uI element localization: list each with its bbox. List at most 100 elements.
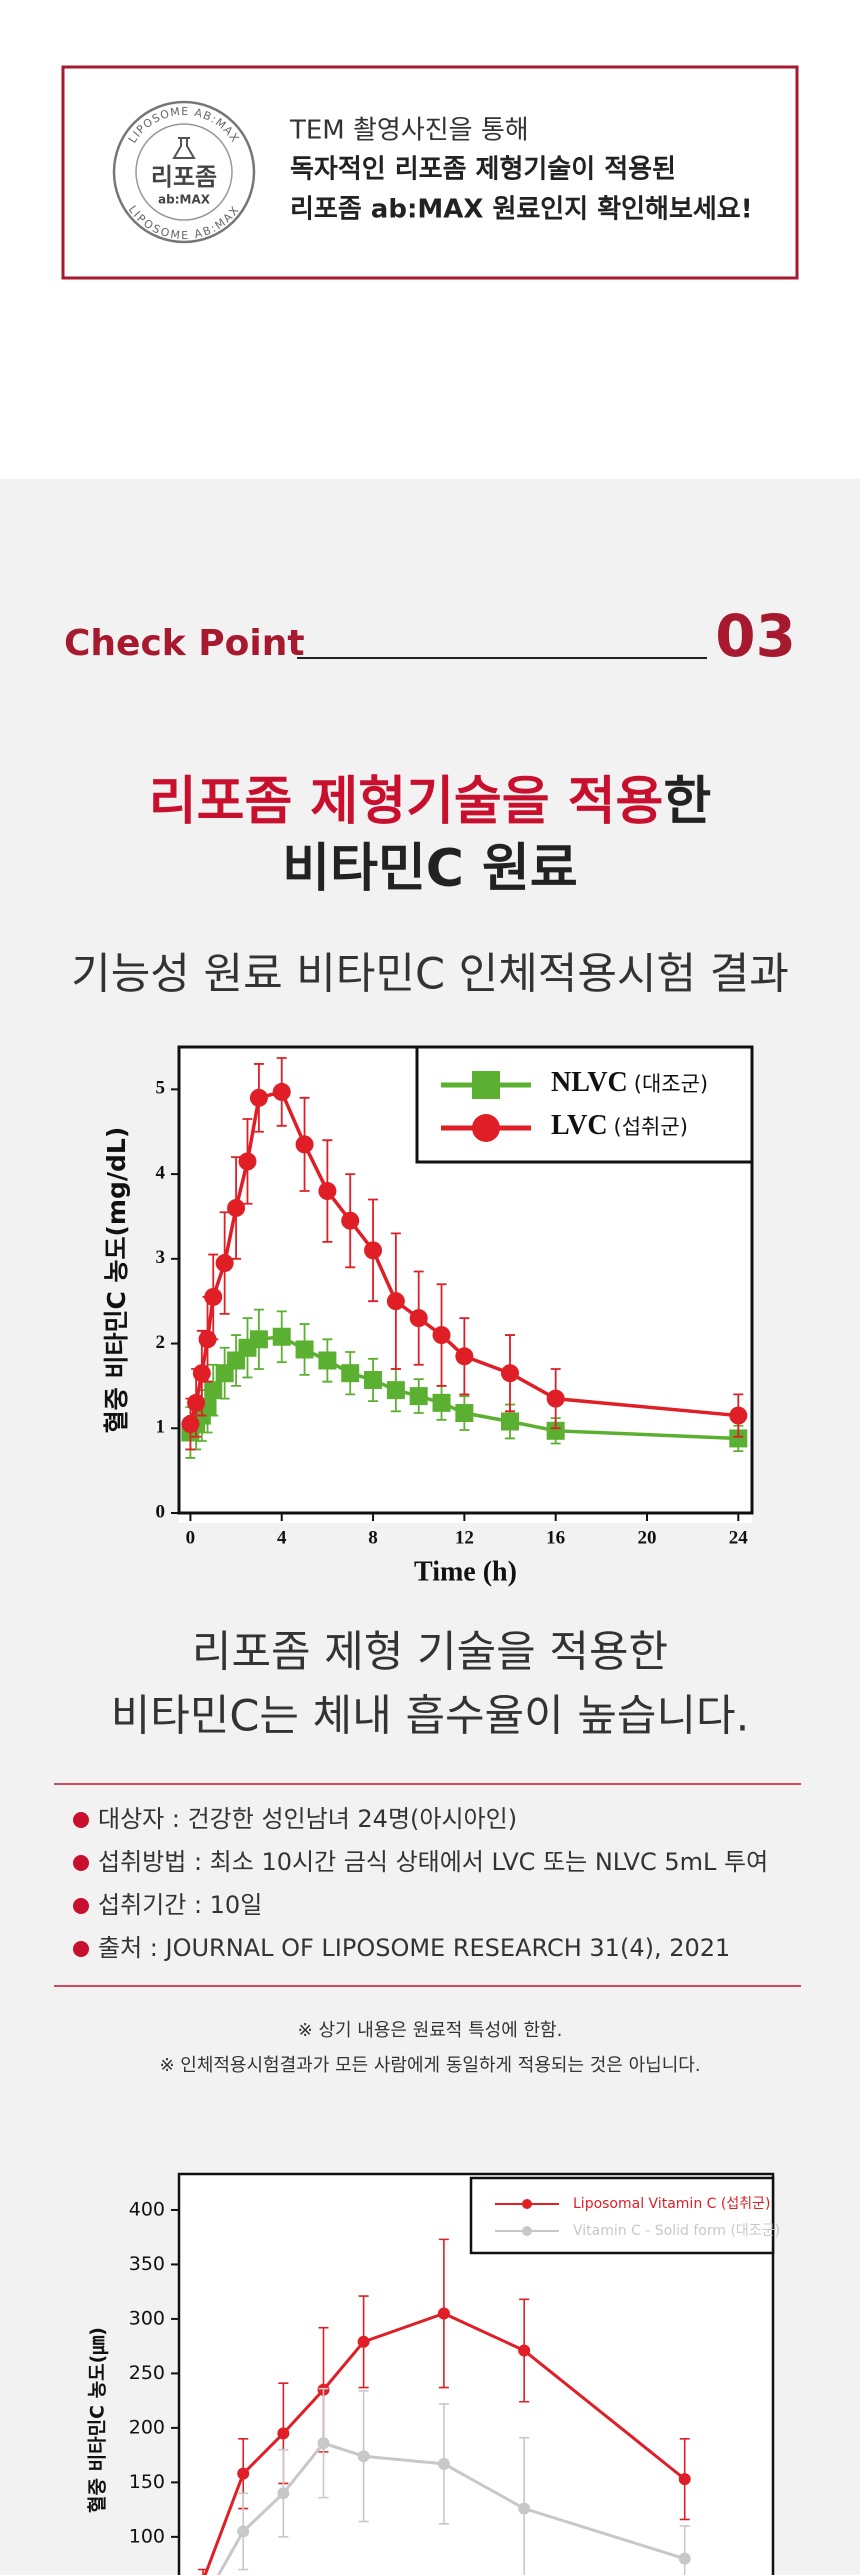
- legend-marker: [522, 2199, 532, 2209]
- banner-line: 리포좀 ab:MAX 원료인지 확인해보세요!: [290, 195, 753, 225]
- legend-group: (섭취군): [614, 1115, 688, 1139]
- data-point: [518, 2344, 531, 2357]
- data-point: [437, 2457, 450, 2470]
- subtitle: 기능성 원료 비타민C 인체적용시험 결과: [71, 950, 789, 1000]
- logo-sub: ab:MAX: [158, 193, 211, 207]
- data-point: [215, 1254, 234, 1273]
- logo-main: 리포좀: [151, 163, 217, 191]
- y-tick-label: 1: [156, 1417, 166, 1438]
- data-point: [204, 1287, 223, 1306]
- data-point: [386, 1381, 405, 1400]
- data-point: [341, 1364, 360, 1383]
- data-point: [204, 1381, 223, 1400]
- series: [181, 1057, 748, 1451]
- banner-line: 독자적인 리포좀 제형기술이 적용된: [290, 155, 676, 185]
- legend-label: Vitamin C - Solid form (대조군): [573, 2223, 780, 2239]
- y-tick-label: 250: [129, 2362, 165, 2384]
- fact: 대상자 : 건강한 성인남녀 24명(아시아인): [98, 1805, 517, 1833]
- data-point: [357, 2450, 370, 2463]
- note: ※ 상기 내용은 원료적 특성에 한함.: [298, 2020, 563, 2041]
- data-point: [729, 1429, 748, 1448]
- y-tick-label: 100: [129, 2525, 165, 2547]
- series: [198, 2238, 691, 2575]
- x-tick-label: 12: [455, 1527, 474, 1548]
- y-tick-label: 150: [129, 2471, 165, 2493]
- y-tick-label: 0: [156, 1501, 166, 1522]
- data-point: [357, 2335, 370, 2348]
- data-point: [455, 1347, 474, 1366]
- y-axis-label: 혈중 비타민C 농도(㎛): [86, 2327, 109, 2513]
- series-line: [203, 2311, 686, 2575]
- headline-2: 비타민C 원료: [282, 839, 577, 899]
- y-tick-label: 4: [156, 1162, 166, 1183]
- data-point: [318, 1351, 337, 1370]
- facts-list: 대상자 : 건강한 성인남녀 24명(아시아인) 섭취방법 : 최소 10시간 금…: [73, 1805, 768, 1962]
- data-point: [678, 2552, 691, 2565]
- data-point: [386, 1292, 405, 1311]
- legend-label: NLVC (대조군): [551, 1067, 708, 1098]
- data-point: [249, 1088, 268, 1107]
- logo-flask: [172, 137, 196, 159]
- data-point: [237, 2467, 250, 2480]
- x-tick-label: 0: [186, 1527, 196, 1548]
- x-tick-label: 20: [637, 1527, 656, 1548]
- x-axis-label: Time (h): [414, 1556, 517, 1587]
- data-point: [187, 1393, 206, 1412]
- data-point: [501, 1412, 520, 1431]
- data-point: [237, 2525, 250, 2538]
- y-tick-label: 5: [156, 1078, 166, 1099]
- logo: LIPOSOME AB:MAX LIPOSOME AB:MAX 리포좀 ab:M…: [112, 100, 256, 244]
- data-point: [295, 1340, 314, 1359]
- data-point: [181, 1415, 200, 1434]
- conclusion: 리포좀 제형 기술을 적용한: [192, 1628, 668, 1678]
- data-point: [409, 1309, 428, 1328]
- data-point: [277, 2487, 290, 2500]
- y-tick-label: 300: [129, 2307, 165, 2329]
- plot-frame: [177, 2172, 775, 2575]
- legend-name: Liposomal Vitamin C (섭취군): [573, 2196, 770, 2212]
- section-number: 03: [715, 602, 796, 670]
- data-point: [501, 1364, 520, 1383]
- data-point: [546, 1389, 565, 1408]
- y-tick-label: 400: [129, 2198, 165, 2220]
- data-point: [317, 2437, 330, 2450]
- bullet: [73, 1812, 89, 1828]
- fact: 섭취기간 : 10일: [98, 1891, 262, 1919]
- x-tick-label: 16: [546, 1527, 565, 1548]
- legend-label: Liposomal Vitamin C (섭취군): [573, 2196, 770, 2212]
- y-tick-label: 200: [129, 2416, 165, 2438]
- fact: 섭취방법 : 최소 10시간 금식 상태에서 LVC 또는 NLVC 5mL 투…: [98, 1848, 768, 1876]
- conclusion: 비타민C는 체내 흡수율이 높습니다.: [111, 1692, 750, 1742]
- data-point: [192, 1364, 211, 1383]
- x-tick-label: 4: [277, 1527, 287, 1548]
- data-point: [272, 1082, 291, 1101]
- series: [216, 2387, 691, 2575]
- headline-black: 한: [663, 772, 711, 832]
- logo-ring: [112, 100, 256, 244]
- data-point: [238, 1152, 257, 1171]
- logo-inner-ring: [135, 123, 233, 221]
- bullet: [73, 1855, 89, 1871]
- x-tick-label: 24: [729, 1527, 749, 1548]
- legend-group: (대조군): [634, 1072, 708, 1096]
- y-axis-label: 혈중 비타민C 농도(mg/dL): [102, 1127, 131, 1434]
- legend-name: LVC: [551, 1110, 608, 1141]
- x-tick-label: 8: [368, 1527, 378, 1548]
- data-point: [272, 1327, 291, 1346]
- data-point: [318, 1182, 337, 1201]
- chart: 100 150 200 250 300 350 400 혈중 비타민C 농도(㎛) Liposo…: [86, 2172, 780, 2575]
- data-point: [227, 1198, 246, 1217]
- headline: 리포좀 제형기술을 적용한: [149, 772, 711, 832]
- data-point: [432, 1326, 451, 1345]
- fact: 출처 : JOURNAL OF LIPOSOME RESEARCH 31(4),…: [98, 1934, 730, 1962]
- data-point: [409, 1387, 428, 1406]
- legend-marker: [472, 1114, 500, 1142]
- data-point: [249, 1330, 268, 1349]
- y-tick-label: 2: [156, 1332, 166, 1353]
- data-point: [432, 1393, 451, 1412]
- legend-name: Vitamin C - Solid form (대조군): [573, 2223, 780, 2239]
